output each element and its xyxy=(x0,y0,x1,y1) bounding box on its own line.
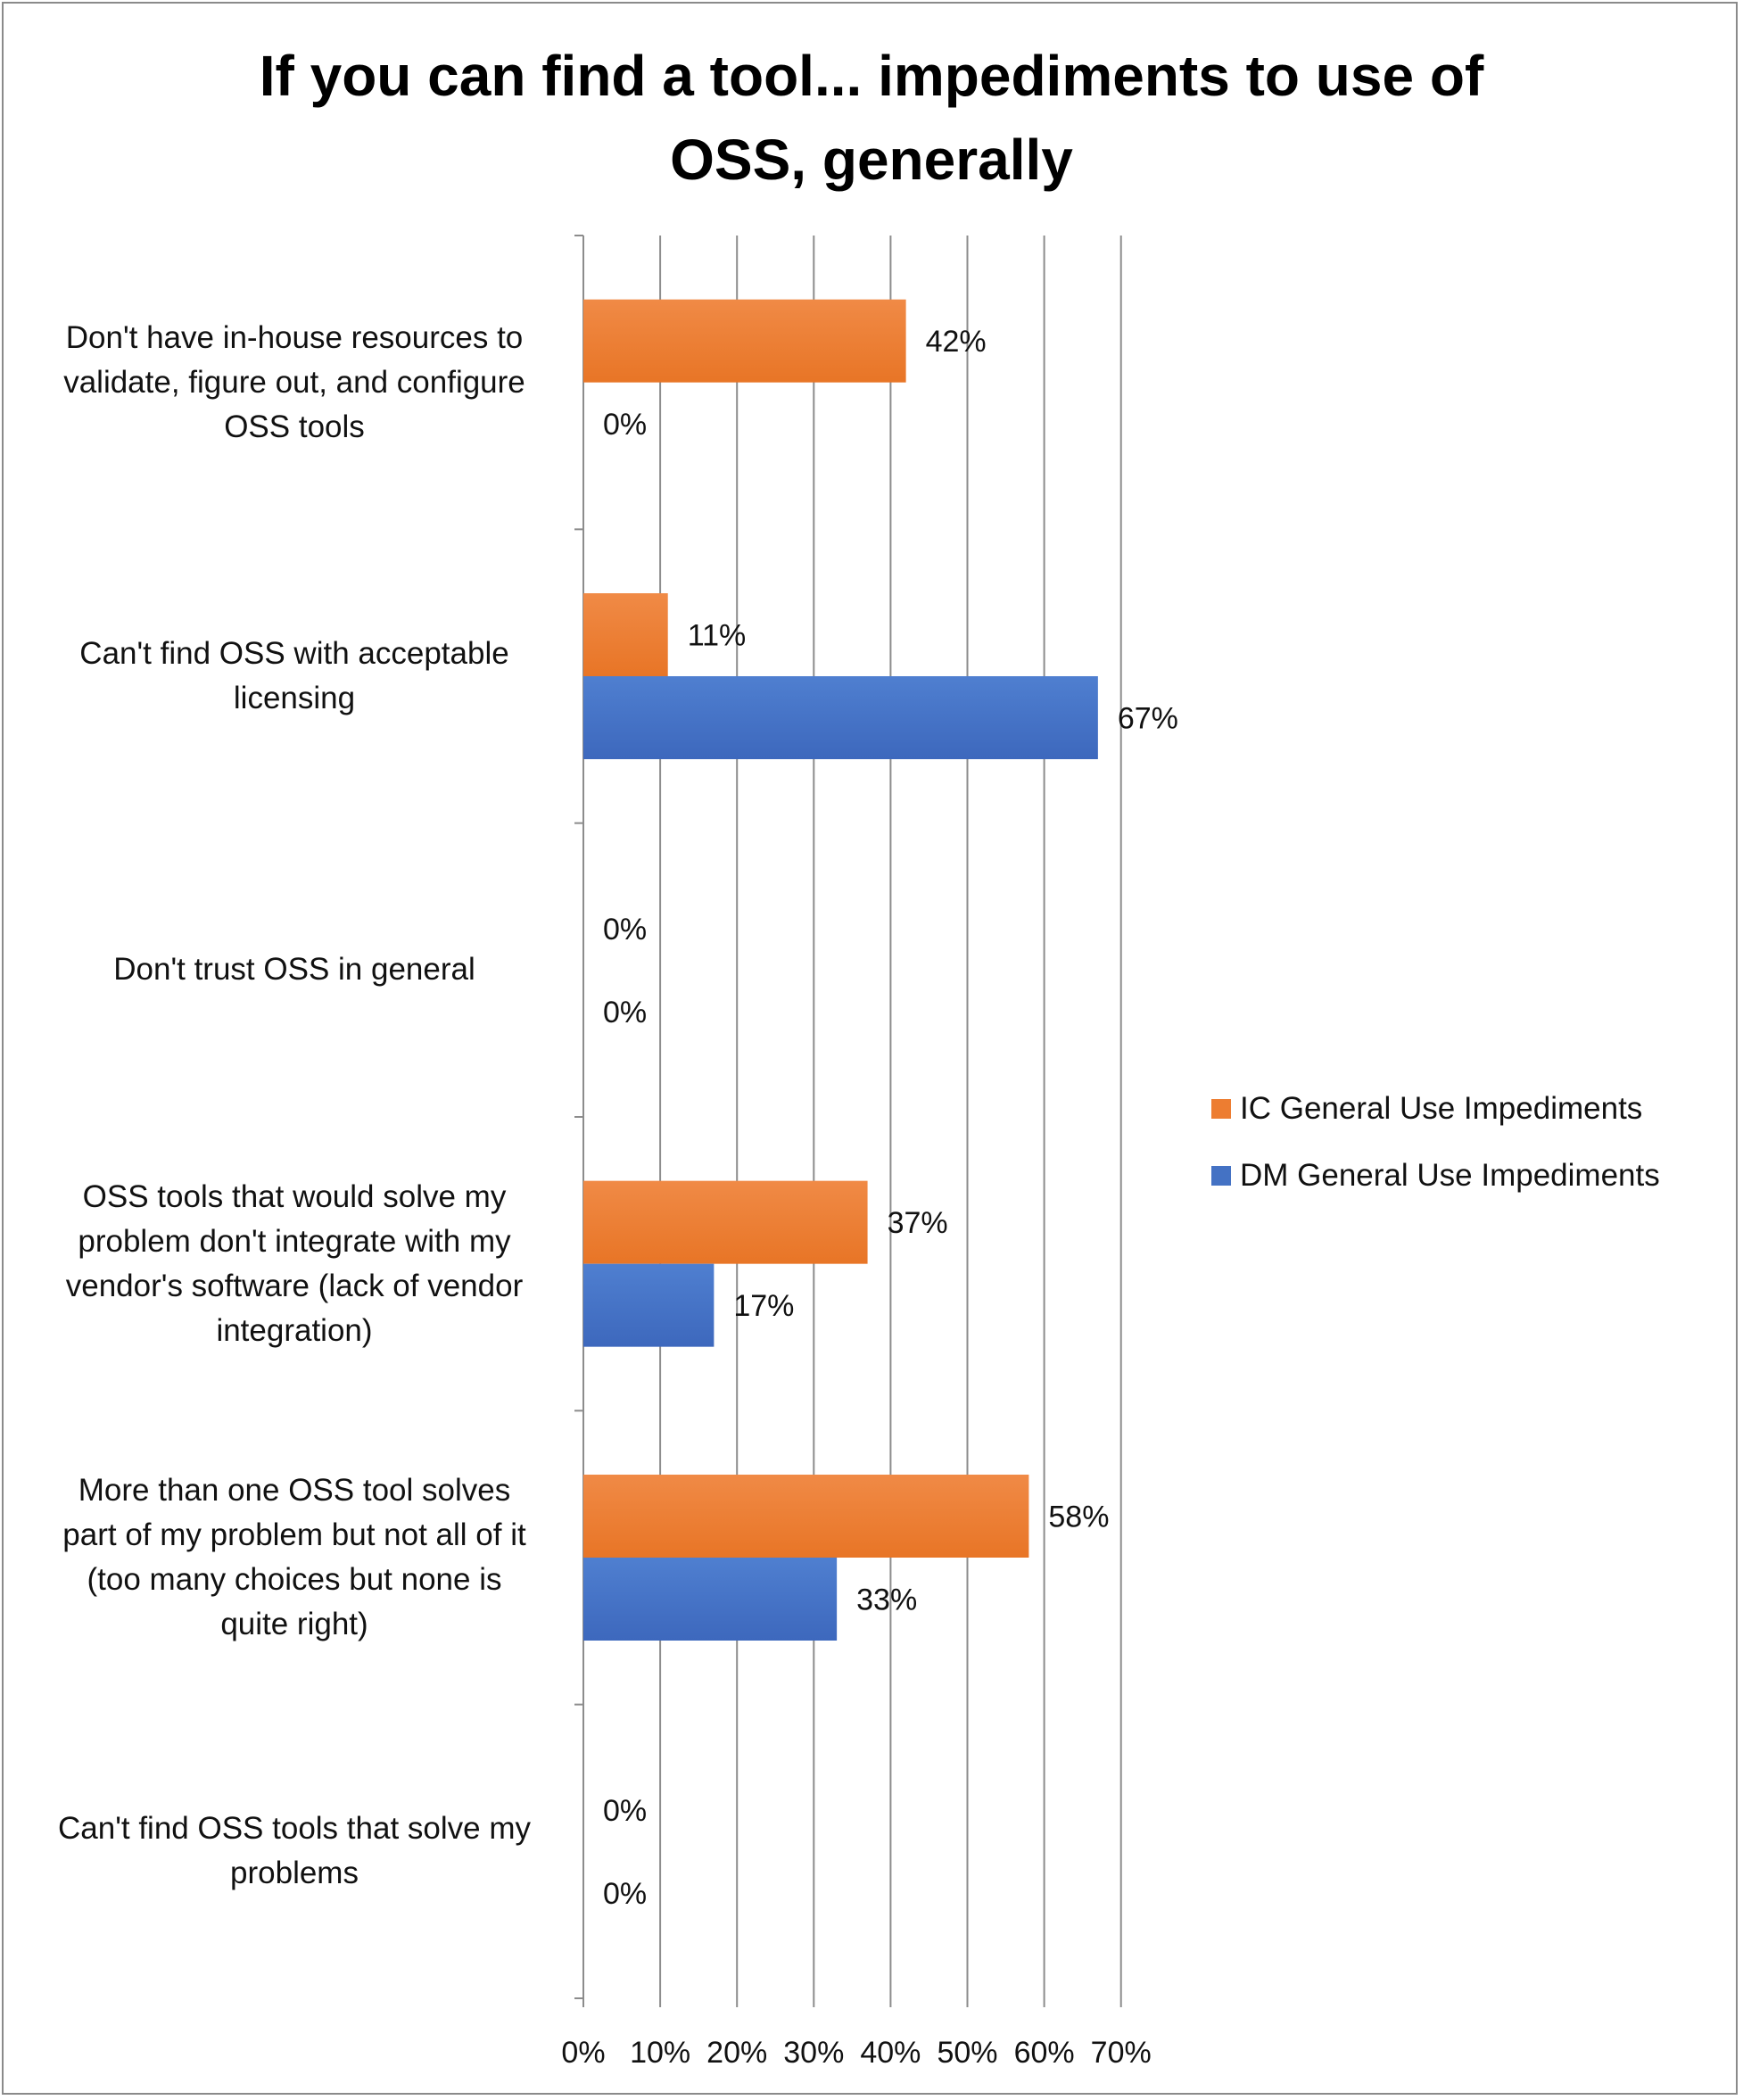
category-label-line: Can't find OSS with acceptable xyxy=(79,636,509,671)
category-label: Don't have in-house resources to validate… xyxy=(27,316,562,450)
data-label-ic: 58% xyxy=(1048,1501,1109,1534)
legend-item-ic: IC General Use Impediments xyxy=(1211,1087,1660,1131)
category-label-line: Don't trust OSS in general xyxy=(113,952,475,988)
x-tick-label: 60% xyxy=(1014,2036,1075,2070)
category-label-line: validate, figure out, and configure xyxy=(63,364,525,400)
legend-label-ic: IC General Use Impediments xyxy=(1240,1091,1643,1126)
bar-dm xyxy=(583,1558,838,1641)
category-label-line: integration) xyxy=(216,1312,373,1348)
data-label-ic: 0% xyxy=(603,913,647,947)
data-label-ic: 37% xyxy=(888,1206,948,1240)
bar-ic xyxy=(583,1475,1029,1558)
legend: IC General Use Impediments DM General Us… xyxy=(1211,1087,1660,1220)
x-tick-label: 50% xyxy=(937,2036,997,2070)
data-label-dm: 67% xyxy=(1118,702,1178,736)
category-label-line: OSS tools that would solve my xyxy=(82,1178,507,1214)
bar-ic xyxy=(583,1180,868,1264)
data-label-dm: 0% xyxy=(603,408,647,442)
legend-swatch-ic xyxy=(1211,1099,1231,1119)
bar-dm xyxy=(583,676,1098,759)
category-label-line: licensing xyxy=(233,681,356,715)
chart-title-line-2: OSS, generally xyxy=(670,128,1073,192)
x-tick-label: 30% xyxy=(783,2036,844,2070)
bar-ic xyxy=(583,299,906,383)
data-label-dm: 33% xyxy=(856,1583,917,1617)
category-label-line: part of my problem but not all of it xyxy=(62,1517,526,1552)
x-tick-label: 70% xyxy=(1091,2036,1152,2070)
category-label: Can't find OSS with acceptable licensing xyxy=(27,632,562,721)
data-label-ic: 0% xyxy=(603,1794,647,1828)
category-label: Can't find OSS tools that solve my proble… xyxy=(27,1806,562,1896)
data-label-dm: 17% xyxy=(733,1289,794,1323)
category-label-line: problem don't integrate with my xyxy=(78,1223,511,1259)
category-label-line: More than one OSS tool solves xyxy=(78,1473,511,1508)
x-tick-label: 20% xyxy=(706,2036,767,2070)
bar-dm xyxy=(583,1263,715,1347)
category-label-line: vendor's software (lack of vendor xyxy=(65,1268,524,1303)
category-label-line: OSS tools xyxy=(224,409,365,444)
category-label: OSS tools that would solve my problem don… xyxy=(27,1175,562,1353)
data-label-ic: 11% xyxy=(688,619,747,653)
x-tick-label: 40% xyxy=(860,2036,921,2070)
x-tick-label: 10% xyxy=(630,2036,690,2070)
x-tick-label: 0% xyxy=(561,2036,605,2070)
chart-title-line-1: If you can find a tool... impediments to… xyxy=(259,44,1484,108)
category-label-line: problems xyxy=(230,1856,359,1891)
category-label-line: quite right) xyxy=(220,1607,368,1641)
category-label-line: Don't have in-house resources to xyxy=(65,319,524,355)
legend-item-dm: DM General Use Impediments xyxy=(1211,1153,1660,1198)
data-label-ic: 42% xyxy=(926,325,987,359)
data-label-dm: 0% xyxy=(603,1877,647,1911)
category-label: Don't trust OSS in general xyxy=(27,947,562,992)
category-label-line: (too many choices but none is xyxy=(87,1562,502,1597)
data-label-dm: 0% xyxy=(603,996,647,1029)
bar-ic xyxy=(583,593,668,676)
legend-swatch-dm xyxy=(1211,1166,1231,1186)
legend-label-dm: DM General Use Impediments xyxy=(1240,1158,1660,1193)
chart-title: If you can find a tool... impediments to… xyxy=(0,34,1743,202)
category-label-line: Can't find OSS tools that solve my xyxy=(58,1811,531,1847)
category-label: More than one OSS tool solves part of my … xyxy=(27,1468,562,1647)
